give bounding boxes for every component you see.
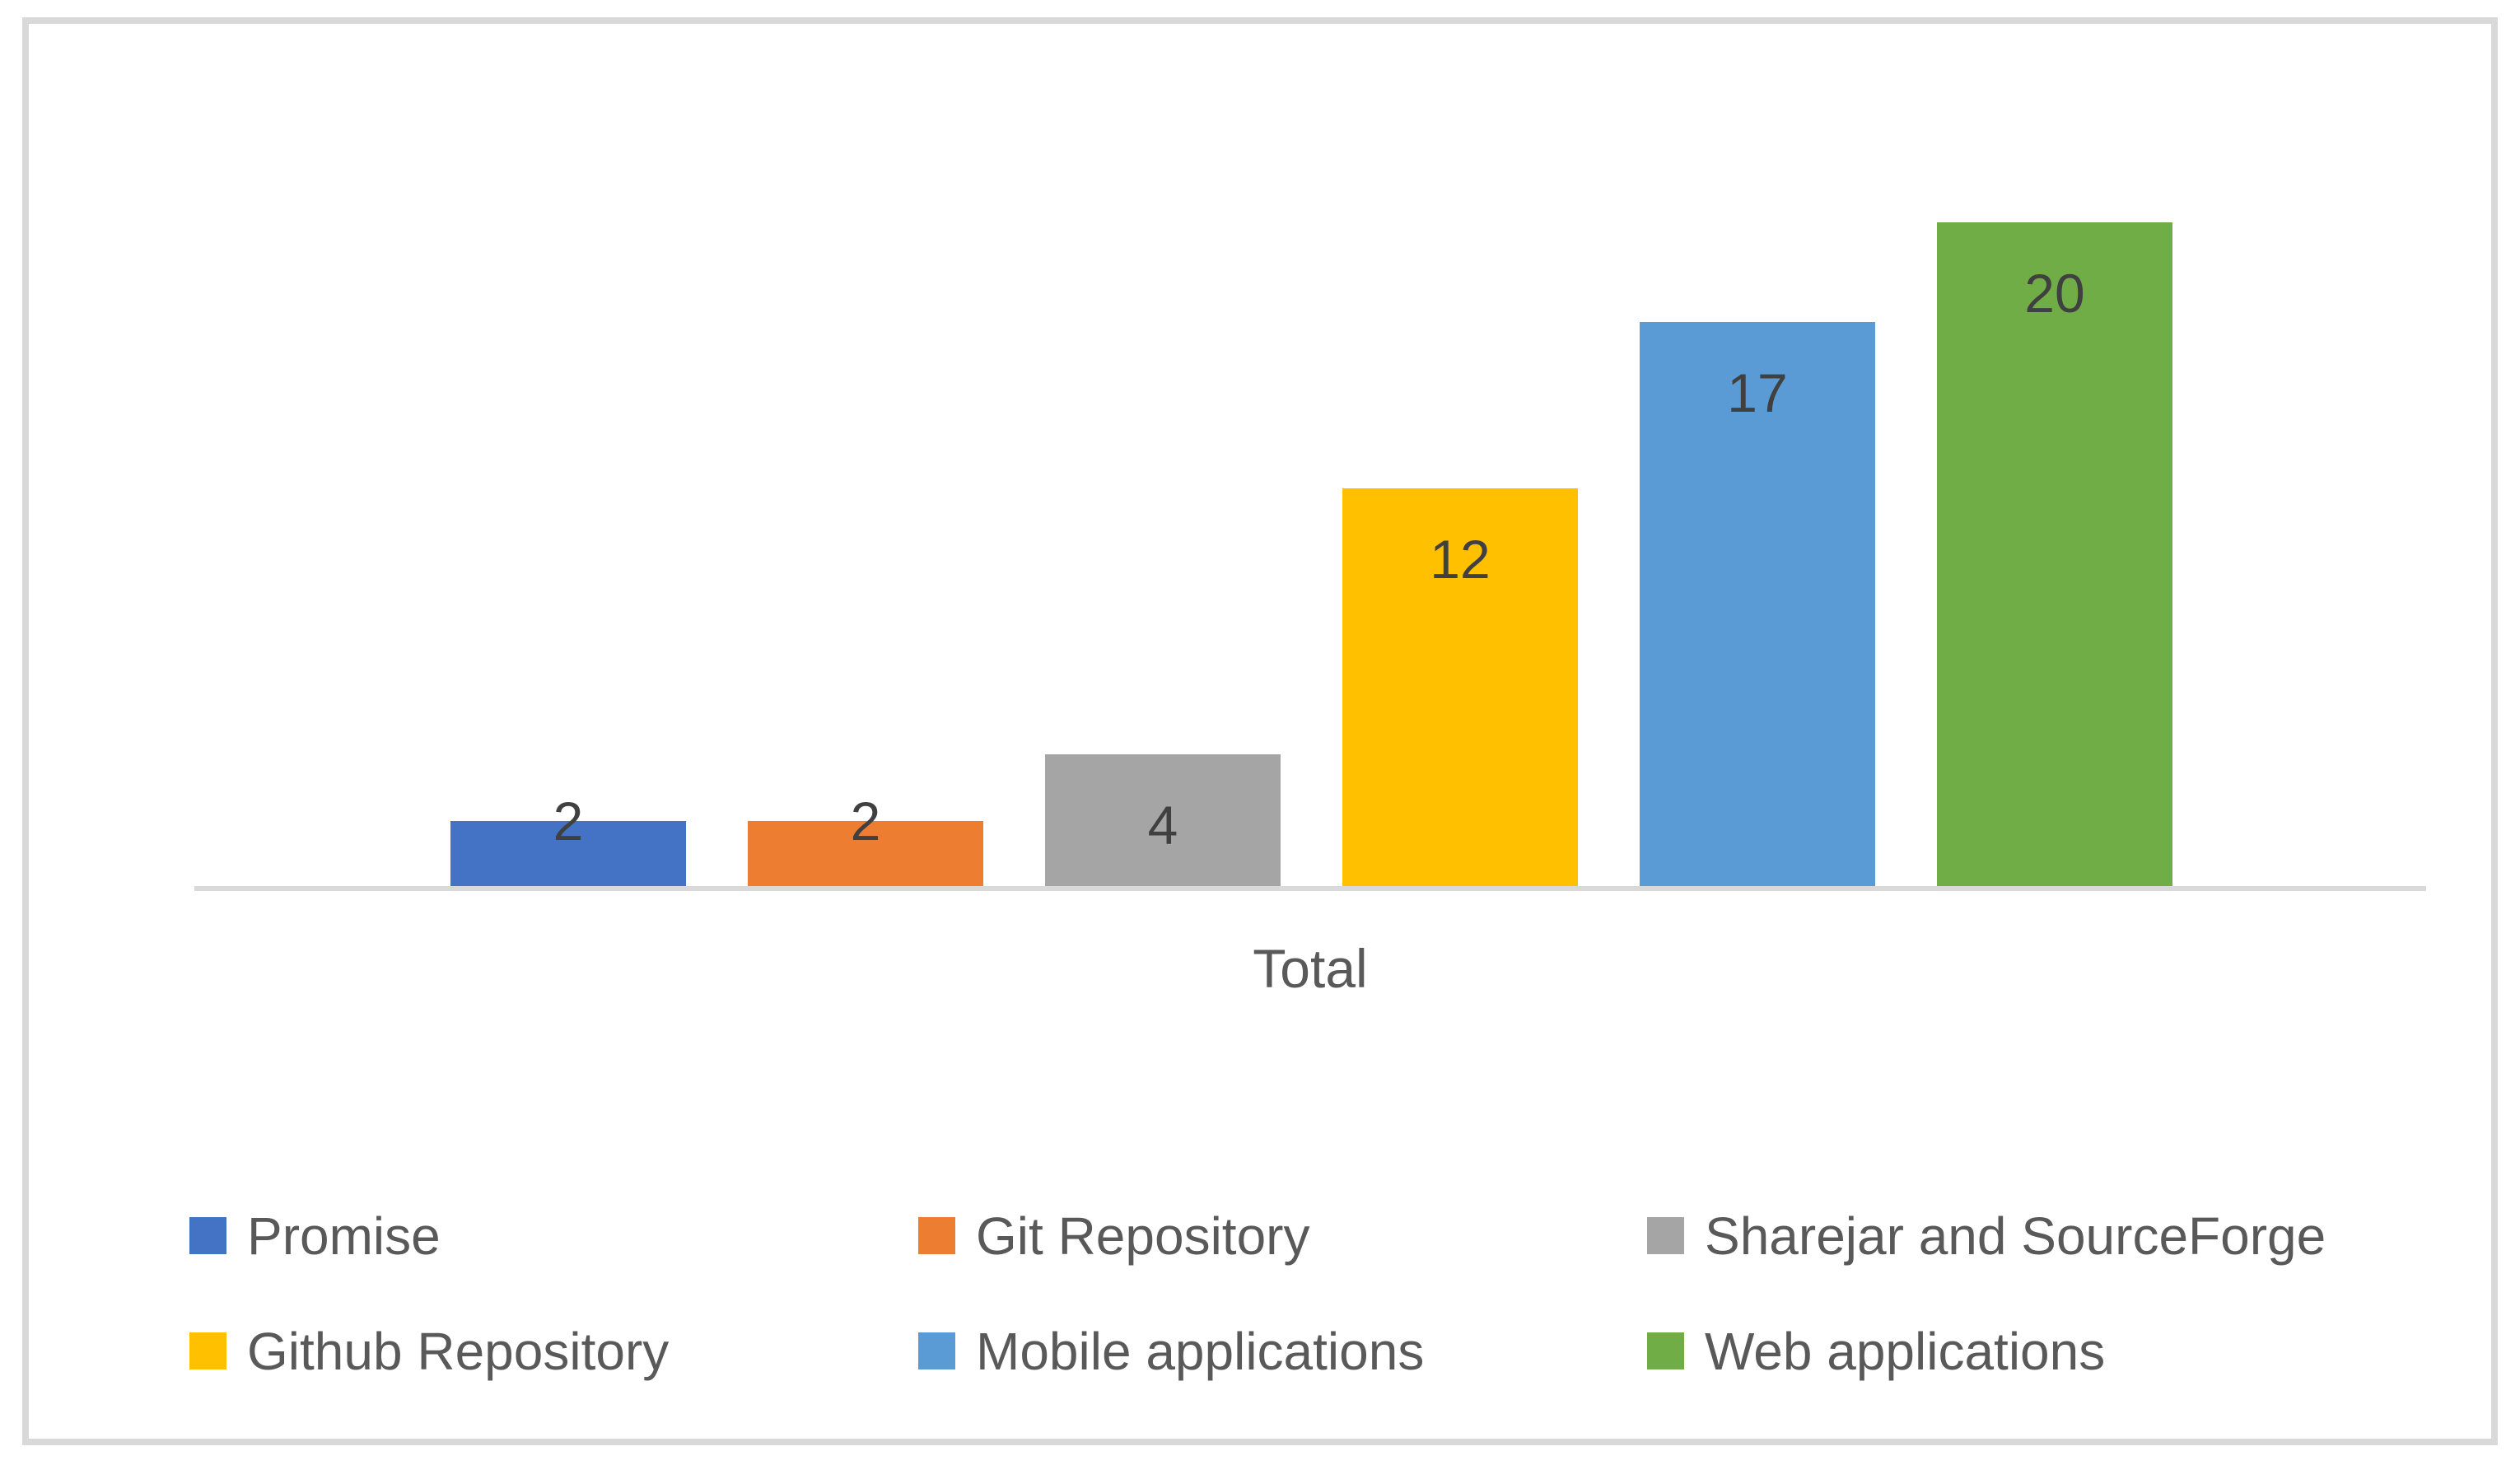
legend-swatch-github-repository xyxy=(189,1332,226,1369)
bar-mobile-applications xyxy=(1640,322,1875,888)
legend-swatch-mobile-applications xyxy=(918,1332,955,1369)
legend-swatch-sharejar-and-sourceforge xyxy=(1647,1217,1684,1254)
legend-item-web-applications: Web applications xyxy=(1647,1325,2105,1378)
legend-swatch-promise xyxy=(189,1217,226,1254)
x-axis-category-label: Total xyxy=(1253,938,1368,999)
legend-item-github-repository: Github Repository xyxy=(189,1325,669,1378)
legend-swatch-git-repository xyxy=(918,1217,955,1254)
data-label-mobile-applications: 17 xyxy=(1727,362,1788,423)
legend-label-mobile-applications: Mobile applications xyxy=(976,1321,1425,1381)
legend-item-mobile-applications: Mobile applications xyxy=(918,1325,1424,1378)
data-label-sharejar-and-sourceforge: 4 xyxy=(1147,795,1178,856)
bar-promise xyxy=(450,821,686,888)
legend-swatch-web-applications xyxy=(1647,1332,1684,1369)
legend-item-promise: Promise xyxy=(189,1210,441,1262)
x-axis-line xyxy=(194,886,2426,891)
legend-label-github-repository: Github Repository xyxy=(247,1321,670,1381)
data-label-git-repository: 2 xyxy=(850,791,881,851)
legend-label-web-applications: Web applications xyxy=(1705,1321,2106,1381)
legend-label-git-repository: Git Repository xyxy=(976,1206,1310,1266)
bar-sharejar-and-sourceforge xyxy=(1045,754,1281,888)
bar-web-applications xyxy=(1937,222,2172,888)
legend-label-sharejar-and-sourceforge: Sharejar and SourceForge xyxy=(1705,1206,2326,1266)
data-label-web-applications: 20 xyxy=(2024,263,2085,324)
bar-git-repository xyxy=(748,821,983,888)
legend-item-sharejar-and-sourceforge: Sharejar and SourceForge xyxy=(1647,1210,2326,1262)
bar-github-repository xyxy=(1342,488,1578,888)
legend-item-git-repository: Git Repository xyxy=(918,1210,1309,1262)
data-label-promise: 2 xyxy=(553,791,584,851)
legend-label-promise: Promise xyxy=(247,1206,441,1266)
data-label-github-repository: 12 xyxy=(1430,529,1491,590)
